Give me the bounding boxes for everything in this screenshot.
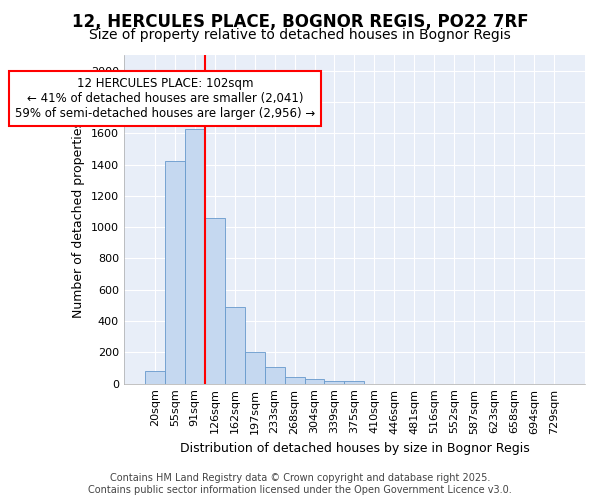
Bar [185,130,205,384]
Text: 12, HERCULES PLACE, BOGNOR REGIS, PO22 7RF: 12, HERCULES PLACE, BOGNOR REGIS, PO22 7… [71,12,529,30]
Bar [305,379,325,384]
Bar [325,380,344,384]
Bar [344,380,364,384]
Text: Contains HM Land Registry data © Crown copyright and database right 2025.
Contai: Contains HM Land Registry data © Crown c… [88,474,512,495]
Y-axis label: Number of detached properties: Number of detached properties [73,121,85,318]
Bar [165,162,185,384]
Bar [245,352,265,384]
Bar [284,378,305,384]
Bar [145,371,165,384]
X-axis label: Distribution of detached houses by size in Bognor Regis: Distribution of detached houses by size … [179,442,529,455]
Bar [224,307,245,384]
Text: Size of property relative to detached houses in Bognor Regis: Size of property relative to detached ho… [89,28,511,42]
Bar [265,367,284,384]
Text: 12 HERCULES PLACE: 102sqm
← 41% of detached houses are smaller (2,041)
59% of se: 12 HERCULES PLACE: 102sqm ← 41% of detac… [14,77,315,120]
Bar [205,218,224,384]
